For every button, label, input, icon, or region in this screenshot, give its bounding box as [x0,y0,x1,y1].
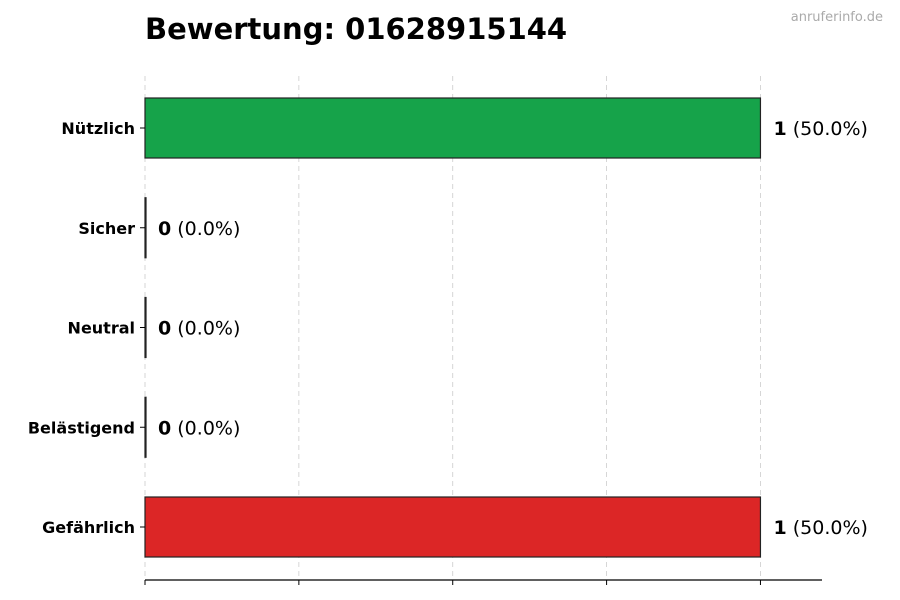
data-label: 0 (0.0%) [158,318,240,340]
chart-title: Bewertung: 01628915144 [145,12,568,46]
bar-4 [144,496,762,558]
y-tick-label: Neutral [68,319,135,338]
y-tick-label: Nützlich [61,119,135,138]
data-label-percent: (0.0%) [171,318,240,340]
data-label-count: 1 [773,118,786,140]
data-label: 1 (50.0%) [773,118,867,140]
bar-0 [144,97,762,159]
data-label-percent: (50.0%) [787,517,868,539]
data-label: 0 (0.0%) [158,417,240,439]
bar-2 [144,296,147,359]
data-label-count: 1 [773,517,786,539]
watermark: anruferinfo.de [790,10,883,25]
bar-1 [144,197,147,259]
data-label-count: 0 [158,417,171,439]
data-label: 1 (50.0%) [773,517,867,539]
bar-3 [144,396,147,458]
data-label-count: 0 [158,218,171,240]
data-label: 0 (0.0%) [158,218,240,240]
y-tick-label: Sicher [78,219,135,238]
data-label-percent: (0.0%) [171,218,240,240]
data-label-percent: (0.0%) [171,417,240,439]
y-tick-label: Belästigend [28,418,135,437]
y-tick-label: Gefährlich [42,518,135,537]
data-label-percent: (50.0%) [787,118,868,140]
data-label-count: 0 [158,318,171,340]
